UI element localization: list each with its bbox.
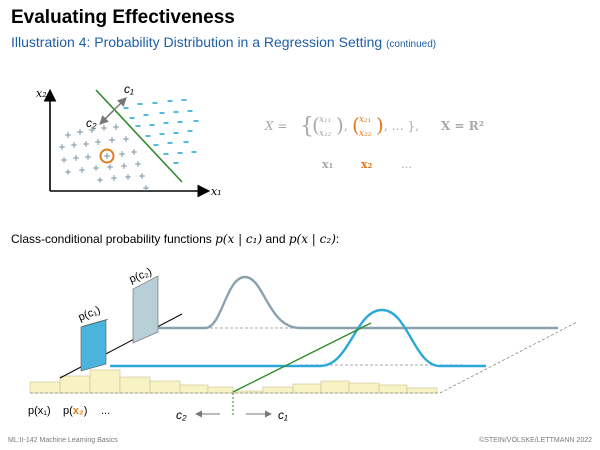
formula-paren-2-open: ( <box>352 113 360 137</box>
scatter-c2-label: c₂ <box>86 116 97 130</box>
formula-paren-1-close: ) <box>336 113 344 137</box>
formula-vec-x1: x₁ <box>322 158 334 171</box>
histogram-bar <box>292 383 322 394</box>
histogram-bar <box>406 387 438 394</box>
footer-left: ML:II-142 Machine Learning Basics <box>8 437 118 444</box>
label-px2-var: x₂ <box>73 405 84 417</box>
plane-right-edge <box>439 321 578 394</box>
formula-x12: x₁₂ <box>319 129 332 139</box>
section-label-colon: : <box>335 232 340 246</box>
formula-paren-2-close: ) <box>376 113 384 137</box>
histogram-bar <box>378 384 408 394</box>
histogram-bar <box>320 380 350 394</box>
class-direction-arrow-back <box>99 108 116 125</box>
scatter-y-label: x₂ <box>36 87 47 100</box>
formula-dots: , … }, <box>384 119 419 133</box>
formula-brace-open: { <box>300 114 314 139</box>
slide-title: Evaluating Effectiveness <box>11 7 235 28</box>
bar-pc1-top <box>80 318 109 328</box>
scatter-c1-label: c₁ <box>124 82 134 96</box>
scatter-plot: x₂ x₁ c₁ c₂ <box>36 82 222 198</box>
probability-diagram: p(c₁) p(c₂) p(x₁) p(x₂) ... c₂ c₁ <box>28 266 578 422</box>
subtitle-main: Probability Distribution in a Regression… <box>94 34 383 50</box>
formula-space-def: X = R² <box>441 119 484 133</box>
histogram-bar <box>89 369 121 394</box>
slide-subtitle: Illustration 4: Probability Distribution… <box>11 34 436 50</box>
bottom-c1-label: c₁ <box>278 408 288 422</box>
marginal-histogram <box>29 369 438 394</box>
histogram-bar <box>59 375 91 394</box>
plus-points <box>59 124 149 191</box>
histogram-bar <box>262 386 294 394</box>
scatter-x-label: x₁ <box>211 185 222 198</box>
label-px2-prefix: p( <box>63 405 73 417</box>
section-label-text: Class-conditional probability functions <box>11 232 212 246</box>
section-label-and: and <box>265 232 286 246</box>
formula-vec-dots: … <box>401 158 412 171</box>
minus-points <box>123 99 199 164</box>
decision-boundary <box>95 89 183 183</box>
bar-pc2 <box>132 275 159 344</box>
curve-pc1 <box>110 308 486 368</box>
bottom-c2-label: c₂ <box>176 408 187 422</box>
formula-comma: , <box>344 119 348 133</box>
section-label: Class-conditional probability functions … <box>11 232 339 246</box>
bar-pc1 <box>80 319 107 372</box>
class-axis <box>59 313 183 379</box>
footer-right: ©STEIN/VÖLSKE/LETTMANN 2022 <box>479 437 592 444</box>
formula-vec-x2: x₂ <box>361 158 373 171</box>
histogram-bar <box>179 384 209 394</box>
formula-x21: x₂₁ <box>359 115 371 125</box>
histogram-bar <box>149 380 181 394</box>
formula-x11: x₁₁ <box>319 115 331 125</box>
label-dots: ... <box>101 405 110 417</box>
section-label-f2: p(x | c₂) <box>288 232 336 246</box>
formula-x22: x₂₂ <box>359 129 372 139</box>
histogram-bar <box>119 376 151 394</box>
histogram-bar <box>348 382 380 394</box>
curve-pc2 <box>158 275 558 330</box>
plane-decision-boundary <box>232 322 372 393</box>
subtitle-suffix: (continued) <box>386 39 437 50</box>
histogram-bar <box>29 381 61 394</box>
section-label-f1: p(x | c₁) <box>215 232 263 246</box>
label-px2: p(x₂) <box>63 405 87 417</box>
highlighted-point-circle <box>99 148 115 164</box>
histogram-bar <box>207 386 234 394</box>
formula: X = { ( x₁₁ x₁₂ ) , ( x₂₁ x₂₂ ) , … }, X… <box>264 113 484 171</box>
subtitle-prefix: Illustration 4: <box>11 34 91 50</box>
label-px2-suffix: ) <box>84 405 88 417</box>
formula-X-eq: X = <box>264 119 287 133</box>
label-pc1: p(c₁) <box>77 304 103 324</box>
label-px1: p(x₁) <box>28 405 51 417</box>
formula-paren-1-open: ( <box>312 113 320 137</box>
